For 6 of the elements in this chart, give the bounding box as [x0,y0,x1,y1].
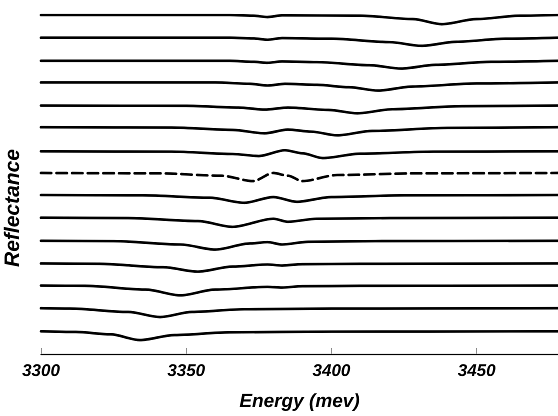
x-tick-label: 3350 [167,361,206,380]
x-tick-label: 3450 [458,361,496,380]
x-tick-label: 3300 [22,361,60,380]
x-axis-title: Energy (mev) [239,391,360,412]
y-axis-title: Reflectance [1,148,24,267]
x-tick-label: 3400 [312,361,351,380]
